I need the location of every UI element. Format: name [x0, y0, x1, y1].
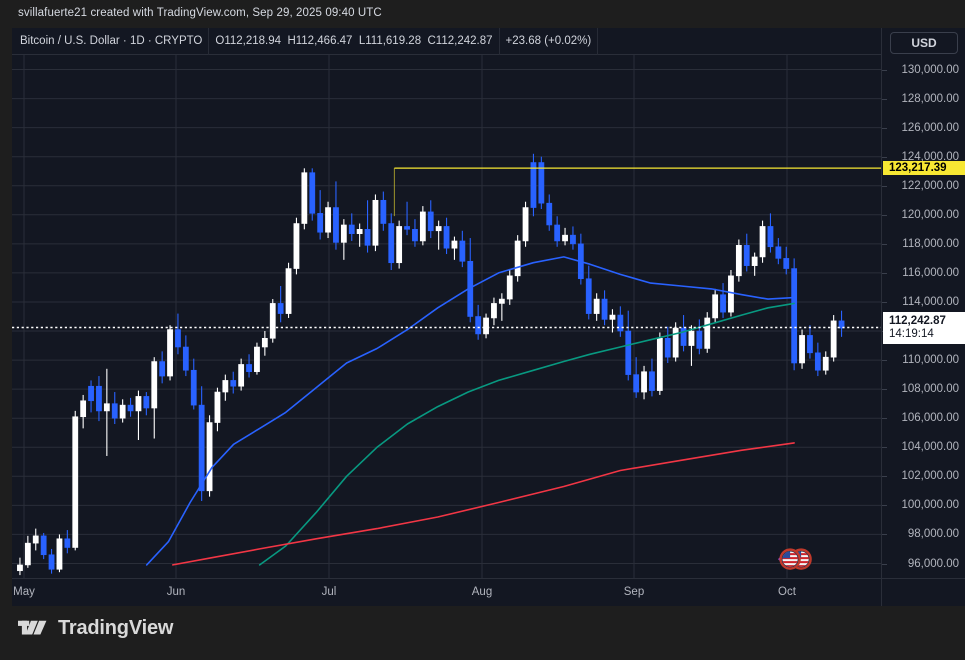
- time-axis-tick-oct: Oct: [778, 586, 796, 598]
- economic-event-marker[interactable]: [778, 548, 812, 570]
- axis-separator: [881, 578, 965, 579]
- price-axis-label: 110,000.00: [902, 354, 959, 367]
- time-axis-tick-jun: Jun: [166, 586, 186, 598]
- legend-symbol[interactable]: Bitcoin / U.S. Dollar · 1D · CRYPTO: [12, 27, 210, 55]
- price-axis-label: 96,000.00: [907, 557, 959, 570]
- time-axis-tick-aug: Aug: [471, 586, 493, 598]
- alert-price-tag[interactable]: 123,217.39: [883, 161, 965, 176]
- time-axis-tick-sep: Sep: [623, 586, 645, 598]
- time-axis-tick-may: May: [13, 586, 35, 598]
- price-axis-tick: [882, 476, 887, 478]
- price-axis-label: 100,000.00: [901, 499, 959, 512]
- attribution-text: svillafuerte21 created with TradingView.…: [18, 7, 382, 19]
- current-price-countdown: 14:19:14: [889, 327, 934, 340]
- price-axis-label: 102,000.00: [901, 470, 959, 483]
- price-axis-tick: [882, 185, 887, 187]
- price-axis-label: 114,000.00: [902, 296, 959, 308]
- time-axis-tick-jul: Jul: [321, 586, 337, 598]
- price-axis-tick: [882, 156, 887, 158]
- price-axis-label: 106,000.00: [901, 412, 959, 425]
- chart-container: Bitcoin / U.S. Dollar · 1D · CRYPTO O112…: [12, 27, 965, 606]
- legend-change: +23.68 (+0.02%): [500, 27, 599, 55]
- price-axis-tick: [882, 505, 887, 507]
- price-axis-label: 124,000.00: [901, 150, 959, 163]
- price-axis-tick: [882, 447, 887, 449]
- price-axis-label: 120,000.00: [901, 208, 959, 221]
- price-axis-label: 126,000.00: [901, 121, 959, 134]
- current-price-value: 112,242.87: [889, 314, 946, 327]
- price-axis-tick: [882, 127, 887, 129]
- price-axis-tick: [882, 389, 887, 391]
- price-axis-tick: [882, 272, 887, 274]
- tradingview-logo-icon: [18, 620, 47, 635]
- price-axis-label: 118,000.00: [902, 237, 959, 250]
- price-axis-tick: [882, 302, 887, 303]
- candlestick-svg: [12, 55, 881, 578]
- price-axis-label: 108,000.00: [901, 383, 959, 396]
- tradingview-wordmark: TradingView: [58, 617, 174, 639]
- tradingview-footer: TradingView: [18, 617, 173, 640]
- price-axis-label: 104,000.00: [901, 441, 959, 454]
- price-axis-tick: [882, 98, 887, 100]
- price-axis-label: 122,000.00: [901, 179, 959, 192]
- price-axis-label: 130,000.00: [901, 63, 959, 76]
- chart-legend: Bitcoin / U.S. Dollar · 1D · CRYPTO O112…: [12, 27, 881, 55]
- price-axis-tick: [882, 534, 887, 536]
- currency-badge[interactable]: USD: [890, 32, 958, 54]
- time-axis[interactable]: May Jun Jul Aug Sep Oct: [12, 578, 881, 606]
- current-price-tag[interactable]: 112,242.87 14:19:14: [883, 311, 965, 344]
- price-axis-label: 116,000.00: [902, 266, 959, 279]
- price-axis-tick: [882, 563, 887, 565]
- price-axis-tick: [882, 418, 887, 420]
- legend-ohlc: O112,218.94 H112,466.47 L111,619.28 C112…: [209, 27, 500, 55]
- price-axis-tick: [882, 214, 887, 216]
- price-axis-label: 128,000.00: [901, 92, 959, 105]
- chart-plot-area[interactable]: [12, 55, 881, 578]
- price-axis-tick: [882, 69, 887, 71]
- price-axis-tick: [882, 360, 887, 362]
- price-axis-label: 98,000.00: [907, 528, 959, 541]
- price-axis[interactable]: USD 96,000.00 98,000.00 100,000.00 102,000.…: [881, 28, 965, 606]
- price-axis-tick: [882, 243, 887, 245]
